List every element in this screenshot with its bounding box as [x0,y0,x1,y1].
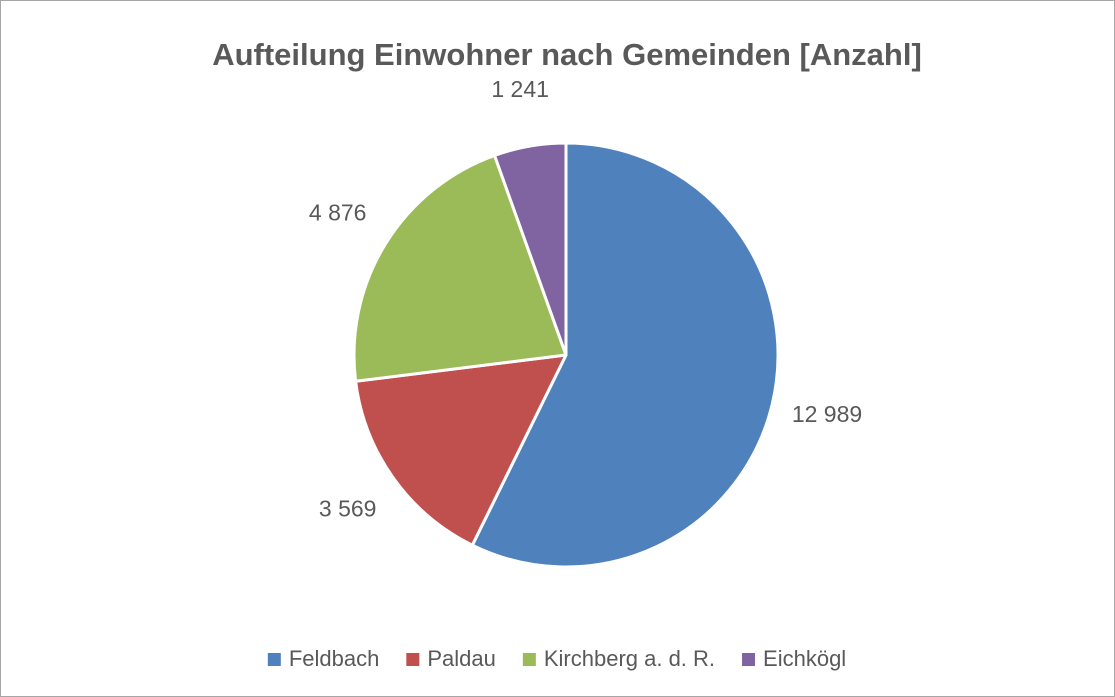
pie-slice [470,141,780,569]
data-label: 4 876 [309,200,367,226]
legend-label: Feldbach [289,646,380,671]
legend-label: Paldau [427,646,496,671]
pie-slice [354,353,568,547]
legend-marker [742,653,756,666]
pie-slice [493,141,568,357]
legend-marker [406,653,420,666]
legend-label: Eichkögl [763,646,846,671]
data-label: 3 569 [319,496,377,522]
pie-slice [352,153,568,383]
data-label: 1 241 [491,76,549,102]
legend-label: Kirchberg a. d. R. [544,646,715,671]
chart-title: Aufteilung Einwohner nach Gemeinden [Anz… [212,37,922,72]
legend-marker [522,653,536,666]
data-label: 12 989 [792,401,862,427]
legend-marker [267,653,281,666]
